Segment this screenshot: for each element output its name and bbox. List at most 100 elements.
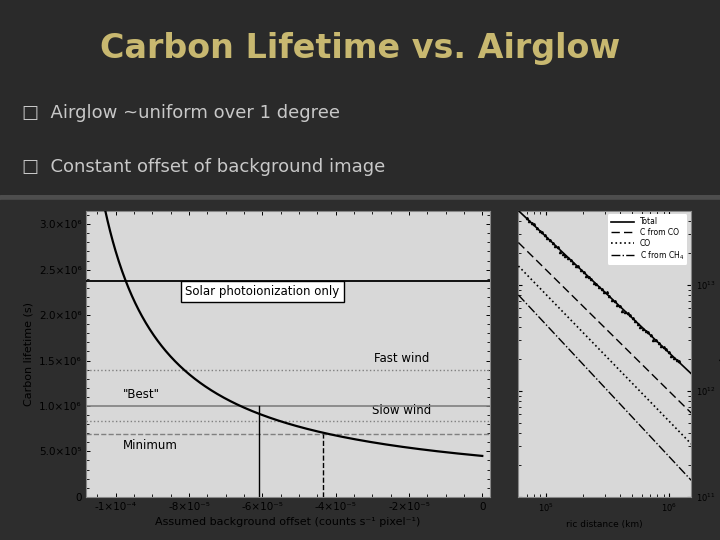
Bar: [0, 196, 720, 198]
Bar: [0, 196, 720, 198]
Bar: [0, 198, 720, 200]
Bar: [0, 197, 720, 199]
Text: Minimum: Minimum: [123, 438, 178, 451]
Text: Fast wind: Fast wind: [374, 352, 429, 365]
Bar: [0, 197, 720, 199]
Bar: [0, 196, 720, 198]
Bar: [0, 197, 720, 199]
Bar: [0, 197, 720, 199]
Bar: [0, 196, 720, 198]
Bar: [0, 198, 720, 199]
Bar: [0, 197, 720, 199]
Bar: [0, 197, 720, 199]
Bar: [0, 197, 720, 199]
Bar: [0, 196, 720, 198]
Bar: [0, 197, 720, 199]
Bar: [0, 197, 720, 199]
Bar: [0, 197, 720, 199]
Text: "Best": "Best": [123, 388, 160, 401]
Bar: [0, 197, 720, 199]
Bar: [0, 197, 720, 198]
Bar: [0, 196, 720, 198]
Bar: [0, 200, 720, 540]
Bar: [0, 197, 720, 199]
Bar: [0, 198, 720, 199]
Bar: [0, 196, 720, 198]
Bar: [0, 196, 720, 198]
Bar: [0, 197, 720, 198]
Bar: [0, 198, 720, 200]
Bar: [0, 197, 720, 199]
Bar: [0, 196, 720, 198]
Bar: [0, 197, 720, 199]
Text: Carbon Lifetime vs. Airglow: Carbon Lifetime vs. Airglow: [100, 32, 620, 65]
Bar: [0, 197, 720, 199]
Bar: [0, 197, 720, 199]
Bar: [0, 196, 720, 198]
Bar: [0, 197, 720, 199]
Bar: [0, 197, 720, 199]
Bar: [0, 197, 720, 199]
Bar: [0, 198, 720, 199]
Bar: [0, 198, 720, 200]
Bar: [0, 197, 720, 199]
Bar: [0, 197, 720, 198]
Bar: [0, 197, 720, 199]
Bar: [0, 197, 720, 199]
Bar: [0, 198, 720, 199]
Bar: [0, 196, 720, 198]
Bar: [0, 196, 720, 198]
Bar: [0, 197, 720, 199]
Bar: [0, 197, 720, 199]
Text: □  Constant offset of background image: □ Constant offset of background image: [22, 158, 385, 177]
Y-axis label: C I Column Density (atoms cm$^{-2}$): C I Column Density (atoms cm$^{-2}$): [716, 289, 720, 418]
Bar: [0, 198, 720, 199]
Bar: [0, 197, 720, 199]
Bar: [0, 198, 720, 200]
Bar: [0, 197, 720, 199]
Bar: [0, 196, 720, 198]
Bar: [0, 198, 720, 200]
Bar: [0, 197, 720, 199]
Bar: [0, 197, 720, 199]
Bar: [0, 197, 720, 198]
Bar: [0, 197, 720, 199]
X-axis label: ric distance (km): ric distance (km): [567, 519, 643, 529]
Bar: [0, 197, 720, 199]
Bar: [0, 197, 720, 199]
Bar: [0, 196, 720, 198]
Bar: [0, 197, 720, 199]
Bar: [0, 197, 720, 198]
Bar: [0, 197, 720, 199]
X-axis label: Assumed background offset (counts s⁻¹ pixel⁻¹): Assumed background offset (counts s⁻¹ pi…: [156, 517, 420, 527]
Bar: [0, 198, 720, 199]
Bar: [0, 197, 720, 198]
Bar: [0, 197, 720, 199]
Bar: [0, 198, 720, 200]
Bar: [0, 197, 720, 198]
Text: Solar photoionization only: Solar photoionization only: [185, 285, 339, 298]
Bar: [0, 197, 720, 199]
Bar: [0, 198, 720, 199]
Bar: [0, 198, 720, 200]
Bar: [0, 196, 720, 198]
Bar: [0, 198, 720, 200]
Bar: [0, 198, 720, 200]
Bar: [0, 197, 720, 199]
Bar: [0, 196, 720, 198]
Bar: [0, 197, 720, 199]
Bar: [0, 198, 720, 200]
Bar: [0, 197, 720, 199]
Bar: [0, 197, 720, 199]
Bar: [0, 197, 720, 199]
Bar: [0, 197, 720, 199]
Bar: [0, 197, 720, 199]
Bar: [0, 196, 720, 198]
Bar: [0, 196, 720, 198]
Bar: [0, 196, 720, 198]
Bar: [0, 197, 720, 199]
Bar: [0, 197, 720, 199]
Bar: [0, 198, 720, 199]
Bar: [0, 197, 720, 199]
Legend: Total, C from CO, CO, C from CH$_4$: Total, C from CO, CO, C from CH$_4$: [608, 214, 688, 265]
